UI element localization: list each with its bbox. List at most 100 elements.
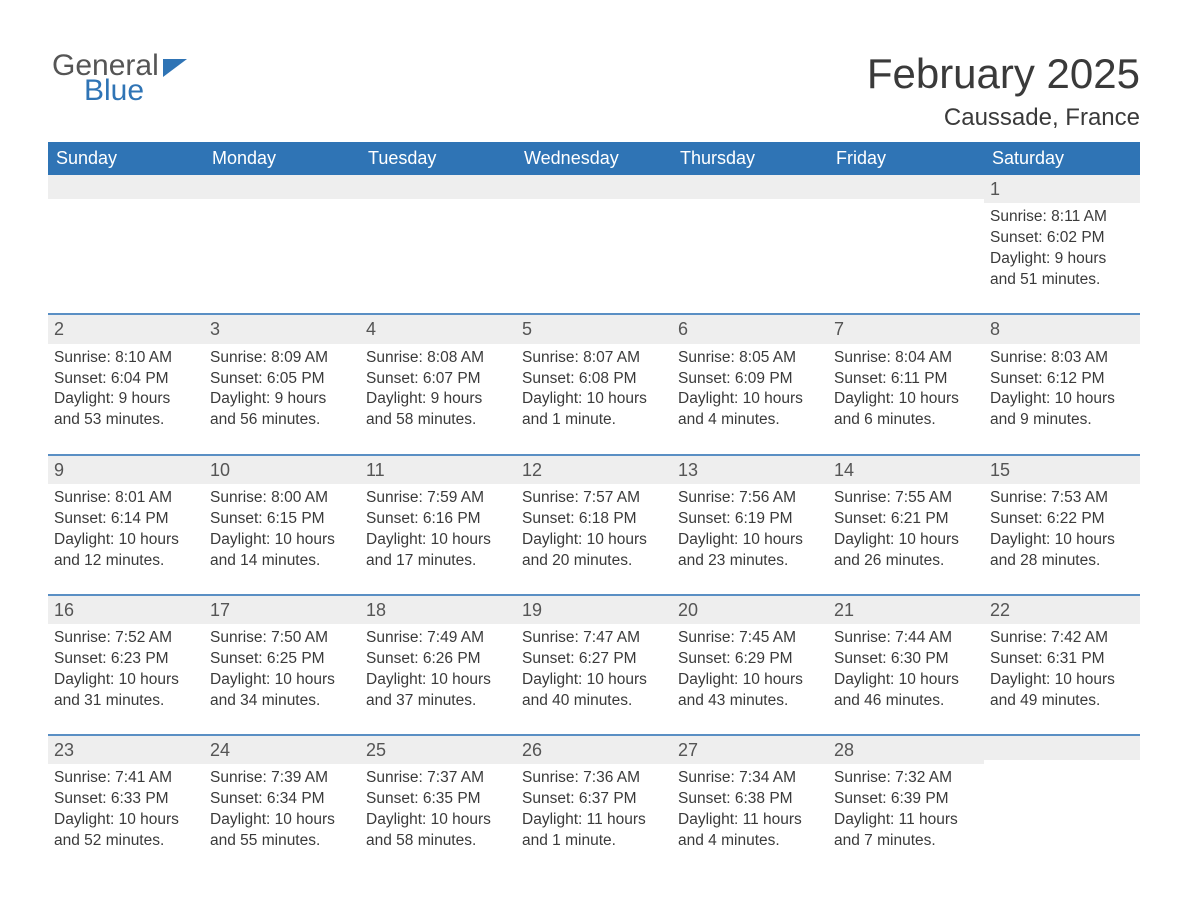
daylight-text: Daylight: 10 hours and 49 minutes. (990, 670, 1134, 712)
day-number: 5 (516, 315, 672, 343)
dayhead-mon: Monday (204, 142, 360, 175)
day-number: 22 (984, 596, 1140, 624)
daylight-text: Daylight: 10 hours and 12 minutes. (54, 530, 198, 572)
day-details: Sunrise: 7:32 AMSunset: 6:39 PMDaylight:… (834, 768, 978, 860)
day-number: 28 (828, 736, 984, 764)
daylight-text: Daylight: 10 hours and 31 minutes. (54, 670, 198, 712)
day-details (678, 203, 822, 295)
day-cell (672, 175, 828, 314)
day-details: Sunrise: 7:53 AMSunset: 6:22 PMDaylight:… (990, 488, 1134, 580)
sunrise-text: Sunrise: 7:44 AM (834, 628, 978, 649)
day-header-row: Sunday Monday Tuesday Wednesday Thursday… (48, 142, 1140, 175)
daylight-text: Daylight: 10 hours and 1 minute. (522, 389, 666, 431)
daylight-text: Daylight: 10 hours and 20 minutes. (522, 530, 666, 572)
day-details: Sunrise: 8:01 AMSunset: 6:14 PMDaylight:… (54, 488, 198, 580)
dayhead-wed: Wednesday (516, 142, 672, 175)
sunset-text: Sunset: 6:39 PM (834, 789, 978, 810)
day-cell: 7Sunrise: 8:04 AMSunset: 6:11 PMDaylight… (828, 314, 984, 454)
week-row: 2 Sunrise: 8:10 AMSunset: 6:04 PMDaylight… (48, 314, 1140, 454)
sunrise-text: Sunrise: 8:11 AM (990, 207, 1134, 228)
sunset-text: Sunset: 6:25 PM (210, 649, 354, 670)
sunrise-text: Sunrise: 7:32 AM (834, 768, 978, 789)
sunset-text: Sunset: 6:19 PM (678, 509, 822, 530)
sunrise-text: Sunrise: 7:45 AM (678, 628, 822, 649)
day-cell: 23Sunrise: 7:41 AMSunset: 6:33 PMDayligh… (48, 735, 204, 874)
day-details: Sunrise: 8:00 AMSunset: 6:15 PMDaylight:… (210, 488, 354, 580)
day-cell: 22 Sunrise: 7:42 AMSunset: 6:31 PMDayligh… (984, 595, 1140, 735)
day-cell: 9Sunrise: 8:01 AMSunset: 6:14 PMDaylight… (48, 455, 204, 595)
daylight-text: Daylight: 11 hours and 1 minute. (522, 810, 666, 852)
sunrise-text: Sunrise: 7:37 AM (366, 768, 510, 789)
sunrise-text: Sunrise: 8:03 AM (990, 348, 1134, 369)
daylight-text: Daylight: 10 hours and 17 minutes. (366, 530, 510, 572)
sunset-text: Sunset: 6:02 PM (990, 228, 1134, 249)
sunset-text: Sunset: 6:23 PM (54, 649, 198, 670)
sunrise-text: Sunrise: 7:36 AM (522, 768, 666, 789)
day-number: 10 (204, 456, 360, 484)
day-cell (204, 175, 360, 314)
day-cell: 26Sunrise: 7:36 AMSunset: 6:37 PMDayligh… (516, 735, 672, 874)
day-number (516, 175, 672, 199)
day-details: Sunrise: 7:45 AMSunset: 6:29 PMDaylight:… (678, 628, 822, 720)
day-cell: 5Sunrise: 8:07 AMSunset: 6:08 PMDaylight… (516, 314, 672, 454)
dayhead-tue: Tuesday (360, 142, 516, 175)
day-details: Sunrise: 7:52 AMSunset: 6:23 PMDaylight:… (54, 628, 198, 720)
sunset-text: Sunset: 6:16 PM (366, 509, 510, 530)
sunset-text: Sunset: 6:37 PM (522, 789, 666, 810)
day-cell (828, 175, 984, 314)
week-row: 16Sunrise: 7:52 AMSunset: 6:23 PMDayligh… (48, 595, 1140, 735)
day-details: Sunrise: 8:10 AMSunset: 6:04 PMDaylight:… (54, 348, 198, 440)
day-cell: 16Sunrise: 7:52 AMSunset: 6:23 PMDayligh… (48, 595, 204, 735)
day-number: 7 (828, 315, 984, 343)
day-number: 20 (672, 596, 828, 624)
daylight-text: Daylight: 10 hours and 40 minutes. (522, 670, 666, 712)
day-cell: 3Sunrise: 8:09 AMSunset: 6:05 PMDaylight… (204, 314, 360, 454)
day-cell: 13 Sunrise: 7:56 AMSunset: 6:19 PMDayligh… (672, 455, 828, 595)
day-number: 19 (516, 596, 672, 624)
sunset-text: Sunset: 6:21 PM (834, 509, 978, 530)
day-number: 6 (672, 315, 828, 343)
daylight-text: Daylight: 10 hours and 52 minutes. (54, 810, 198, 852)
day-cell: 28 Sunrise: 7:32 AMSunset: 6:39 PMDayligh… (828, 735, 984, 874)
day-number: 13 (672, 456, 828, 484)
day-number: 2 (48, 315, 204, 343)
dayhead-thu: Thursday (672, 142, 828, 175)
day-cell (48, 175, 204, 314)
day-details: Sunrise: 7:37 AMSunset: 6:35 PMDaylight:… (366, 768, 510, 860)
daylight-text: Daylight: 10 hours and 4 minutes. (678, 389, 822, 431)
daylight-text: Daylight: 9 hours and 56 minutes. (210, 389, 354, 431)
brand-part2: Blue (84, 77, 187, 106)
page-title: February 2025 (48, 50, 1140, 98)
daylight-text: Daylight: 10 hours and 26 minutes. (834, 530, 978, 572)
sunset-text: Sunset: 6:04 PM (54, 369, 198, 390)
sunset-text: Sunset: 6:38 PM (678, 789, 822, 810)
day-number: 21 (828, 596, 984, 624)
sunset-text: Sunset: 6:09 PM (678, 369, 822, 390)
brand-logo: General Blue (52, 52, 187, 105)
day-number: 1 (984, 175, 1140, 203)
day-details: Sunrise: 7:55 AMSunset: 6:21 PMDaylight:… (834, 488, 978, 580)
day-cell: 2 Sunrise: 8:10 AMSunset: 6:04 PMDaylight… (48, 314, 204, 454)
day-details: Sunrise: 7:34 AMSunset: 6:38 PMDaylight:… (678, 768, 822, 860)
sunrise-text: Sunrise: 7:41 AM (54, 768, 198, 789)
day-details: Sunrise: 7:56 AMSunset: 6:19 PMDaylight:… (678, 488, 822, 580)
sunrise-text: Sunrise: 8:05 AM (678, 348, 822, 369)
week-row: 9Sunrise: 8:01 AMSunset: 6:14 PMDaylight… (48, 455, 1140, 595)
sunset-text: Sunset: 6:07 PM (366, 369, 510, 390)
logo-triangle-icon (163, 59, 187, 77)
day-details: Sunrise: 7:57 AMSunset: 6:18 PMDaylight:… (522, 488, 666, 580)
sunset-text: Sunset: 6:15 PM (210, 509, 354, 530)
daylight-text: Daylight: 11 hours and 4 minutes. (678, 810, 822, 852)
day-cell: 19Sunrise: 7:47 AMSunset: 6:27 PMDayligh… (516, 595, 672, 735)
daylight-text: Daylight: 9 hours and 53 minutes. (54, 389, 198, 431)
daylight-text: Daylight: 10 hours and 23 minutes. (678, 530, 822, 572)
day-cell: 14Sunrise: 7:55 AMSunset: 6:21 PMDayligh… (828, 455, 984, 595)
sunset-text: Sunset: 6:18 PM (522, 509, 666, 530)
dayhead-sun: Sunday (48, 142, 204, 175)
day-details: Sunrise: 7:42 AMSunset: 6:31 PMDaylight:… (990, 628, 1134, 720)
sunset-text: Sunset: 6:29 PM (678, 649, 822, 670)
day-details: Sunrise: 8:08 AMSunset: 6:07 PMDaylight:… (366, 348, 510, 440)
sunset-text: Sunset: 6:30 PM (834, 649, 978, 670)
daylight-text: Daylight: 10 hours and 46 minutes. (834, 670, 978, 712)
sunset-text: Sunset: 6:27 PM (522, 649, 666, 670)
